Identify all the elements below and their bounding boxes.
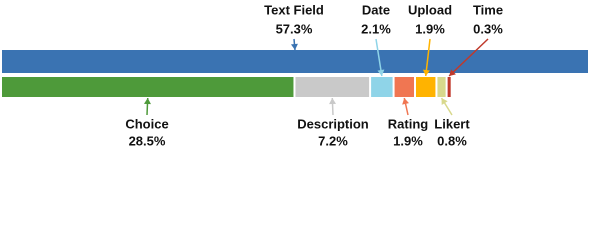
segment [394, 77, 415, 97]
value-label: 28.5% [129, 133, 166, 148]
category-label: Text Field [264, 2, 324, 17]
arrow-head [422, 69, 430, 76]
value-label: 0.3% [473, 21, 503, 36]
value-label: 57.3% [276, 21, 313, 36]
arrow-head [441, 98, 448, 105]
segment [2, 77, 294, 97]
value-label: 1.9% [393, 133, 423, 148]
arrow-head [402, 98, 409, 105]
category-label: Likert [434, 116, 470, 131]
category-label: Choice [125, 116, 168, 131]
segment [447, 77, 451, 97]
arrow-head [290, 43, 298, 50]
category-label: Rating [388, 116, 429, 131]
arrow-head [143, 98, 151, 105]
value-label: 2.1% [361, 21, 391, 36]
arrow-head [377, 69, 385, 76]
category-label: Description [297, 116, 369, 131]
arrow-line [448, 38, 489, 77]
category-label: Date [362, 2, 390, 17]
arrow-line [424, 38, 431, 77]
segment [371, 77, 393, 97]
segment [295, 77, 370, 97]
segment [2, 50, 588, 73]
page: Text Field 57.3% Choice 28.5% Description 7.2… [2, 2, 588, 148]
category-label: Time [473, 2, 503, 17]
value-label: 1.9% [415, 21, 445, 36]
value-label: 7.2% [318, 133, 348, 148]
chart: Text Field 57.3% Choice 28.5% Description 7.2… [2, 2, 588, 148]
arrow-head [449, 69, 456, 76]
category-label: Upload [408, 2, 452, 17]
arrow-head [329, 98, 337, 105]
segment [416, 77, 436, 97]
value-label: 0.8% [437, 133, 467, 148]
segment [437, 77, 446, 97]
arrow-line [375, 38, 383, 77]
